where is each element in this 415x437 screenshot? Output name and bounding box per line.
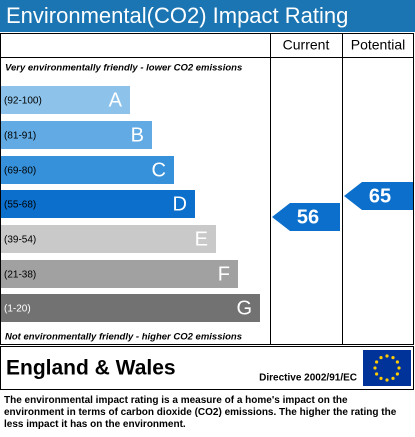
band-range: (55-68) bbox=[4, 200, 36, 211]
band-letter: D bbox=[173, 193, 187, 215]
eu-star bbox=[379, 356, 383, 360]
band-letter: A bbox=[109, 89, 123, 111]
band-letter: F bbox=[218, 263, 230, 285]
eu-star bbox=[391, 376, 395, 380]
frame bbox=[0, 33, 414, 345]
eu-star bbox=[379, 376, 383, 380]
eu-star bbox=[373, 366, 377, 370]
eu-star bbox=[385, 354, 389, 358]
band-letter: G bbox=[236, 297, 252, 319]
region: England & Wales bbox=[6, 357, 176, 380]
top-note: Very environmentally friendly - lower CO… bbox=[5, 63, 242, 74]
band-range: (92-100) bbox=[4, 96, 42, 107]
footer-frame bbox=[0, 346, 414, 390]
potential-value: 65 bbox=[369, 185, 391, 207]
title-bar bbox=[0, 0, 415, 32]
eu-star bbox=[375, 360, 379, 364]
current-arrow bbox=[272, 203, 340, 231]
band bbox=[1, 294, 260, 322]
eu-star bbox=[375, 372, 379, 376]
directive: Directive 2002/91/EC bbox=[259, 373, 357, 384]
band-range: (1-20) bbox=[4, 304, 31, 315]
band bbox=[1, 225, 216, 253]
eu-star bbox=[397, 366, 401, 370]
band-range: (21-38) bbox=[4, 270, 36, 281]
description: The environmental impact rating is a mea… bbox=[4, 395, 397, 430]
band-range: (39-54) bbox=[4, 235, 36, 246]
band bbox=[1, 121, 152, 149]
rating-diagram: Environmental(CO2) Impact Rating Current… bbox=[0, 0, 415, 390]
current-value: 56 bbox=[297, 206, 319, 228]
band bbox=[1, 190, 195, 218]
current-header: Current bbox=[283, 37, 330, 53]
band bbox=[1, 86, 130, 114]
band-letter: B bbox=[131, 124, 144, 146]
eu-star bbox=[391, 356, 395, 360]
eu-star bbox=[385, 378, 389, 382]
band-range: (69-80) bbox=[4, 166, 36, 177]
band-letter: E bbox=[195, 228, 208, 250]
eu-star bbox=[395, 372, 399, 376]
potential-header: Potential bbox=[351, 37, 405, 53]
potential-arrow bbox=[344, 182, 413, 210]
eu-star bbox=[395, 360, 399, 364]
band bbox=[1, 260, 238, 288]
bottom-note: Not environmentally friendly - higher CO… bbox=[5, 332, 242, 343]
band-letter: C bbox=[152, 159, 166, 181]
band-range: (81-91) bbox=[4, 131, 36, 142]
title: Environmental(CO2) Impact Rating bbox=[6, 3, 348, 28]
band bbox=[1, 156, 174, 184]
